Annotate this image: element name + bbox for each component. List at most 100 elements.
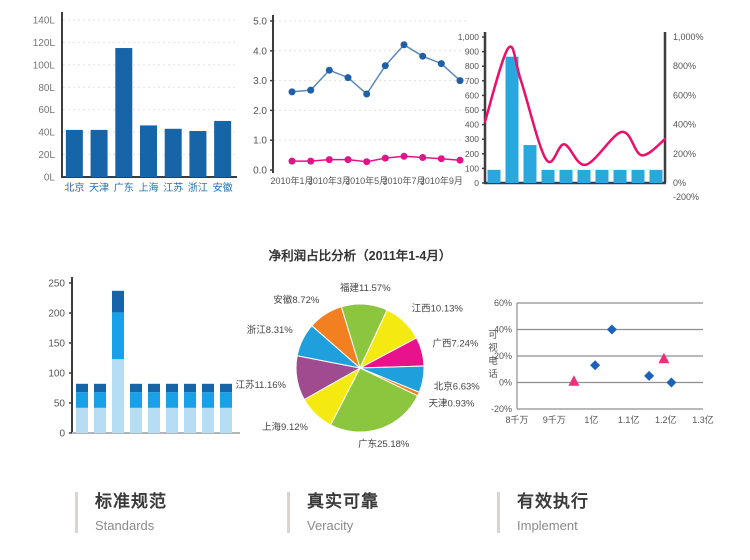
pie-slice [311,306,361,370]
x-tick-label: 1亿 [584,414,598,425]
data-point [288,88,296,96]
x-tick-label: 安徽 [213,181,233,194]
y-tick-label: 5.0 [253,17,267,28]
bar-segment [130,407,142,433]
bar [559,169,573,183]
pie-label: 安徽8.72% [273,294,319,306]
scatter-point-diamond [666,377,677,388]
bar-chart-svg: 0L 20L 40L 60L 80L 100L 120L 140L 北京 天津 广东 上海 江苏 浙江 安徽 [33,12,237,194]
x-tick-label: 2010年7月 [382,175,425,186]
pie-chart-profit: 净利润占比分析（2011年1-4月） 福建11.57% 江西10.13% 广西7.24… [235,243,483,473]
scatter-point-triangle [658,352,670,364]
left-tick-label: 0 [474,178,479,188]
bar-segment [220,407,232,433]
pie-label: 江西10.13% [412,304,464,315]
data-point [400,152,408,160]
pie-label: 福建11.57% [340,282,391,294]
left-tick-label: 500 [465,105,479,115]
feature-standards: 标准规范 Standards [75,492,285,534]
y-tick-label: 0.0 [253,166,267,177]
x-tick-label: 天津 [89,182,109,194]
bar-segment [166,407,178,433]
bar-segment [184,407,196,433]
bar-segment [148,407,160,433]
data-point [400,41,408,49]
pie-label: 上海9.12% [262,421,308,433]
bar-segment [184,392,196,408]
left-tick-label: 600 [465,90,479,100]
bar-segment [202,407,214,433]
bar-segment [112,290,124,313]
bar [631,169,645,183]
right-tick-label: 400% [673,120,696,130]
y-tick-label: 20L [38,150,55,161]
bar [214,120,232,177]
bar [541,169,555,183]
data-point [419,52,427,60]
left-tick-label: 100 [465,163,479,173]
y-tick-label: 60L [38,105,55,116]
data-point [325,66,333,74]
data-point [307,86,315,94]
y-tick-label: 100 [48,369,65,380]
data-point [325,156,333,164]
left-tick-label: 800 [465,61,479,71]
data-point [344,74,352,82]
bar [115,48,133,178]
left-tick-label: 1,000 [458,32,480,42]
y-tick-label: -20% [491,404,512,414]
y-tick-label: 4.0 [253,46,267,57]
bar [140,125,157,177]
pie-label: 广东25.18% [358,438,410,450]
left-tick-label: 300 [465,134,479,144]
bar-segment [112,312,124,360]
y-tick-label: 3.0 [253,76,267,87]
y-tick-label: 140L [33,16,56,27]
feature-title: 标准规范 [95,492,167,511]
data-point [344,156,352,164]
bar-segment [94,392,106,408]
pie-label: 浙江8.31% [247,324,293,336]
feature-title: 真实可靠 [307,492,379,511]
x-tick-label: 2010年5月 [345,175,388,186]
bar [649,169,663,183]
scatter-point-diamond [606,324,617,335]
scatter-chart-videophone: -20% 0% 20% 40% 60% 8千万 9千万 1亿 1.1亿 1.2亿 1.3亿 可视电话 [478,283,750,433]
data-point [288,157,296,165]
y-tick-label: 40% [494,325,512,335]
pie-label: 江苏11.16% [235,379,286,391]
bar-segment [130,392,142,408]
right-tick-label: 0% [673,178,686,188]
pie-title: 净利润占比分析（2011年1-4月） [269,248,452,263]
scatter-point-diamond [644,370,655,381]
data-point [381,62,389,70]
x-tick-label: 2010年9月 [420,175,463,186]
y-axis-title: 视 [488,342,498,354]
data-point [307,157,315,165]
y-tick-label: 0% [499,378,512,388]
y-tick-label: 0 [59,429,65,440]
bar [595,169,609,183]
data-point [419,154,427,161]
data-point [363,158,371,166]
y-tick-label: 60% [494,298,512,308]
bar-segment [184,383,196,393]
bar [90,129,108,177]
bar [577,169,591,183]
y-tick-label: 20% [494,351,512,361]
y-tick-label: 80L [38,83,55,94]
pie-slice [329,367,419,433]
trend-line [483,45,667,167]
feature-veracity: 真实可靠 Veracity [287,492,497,534]
pie-label: 北京6.63% [434,380,480,392]
data-point [381,154,389,162]
stacked-bar-svg: 0 50 100 150 200 250 [48,277,240,440]
bar-segment [202,392,214,408]
x-tick-label: 1.1亿 [618,414,640,425]
line-series [291,43,461,96]
bar-segment [94,383,106,393]
bar-segment [148,392,160,408]
x-tick-label: 江苏 [163,181,183,194]
x-tick-label: 1.2亿 [655,414,677,425]
bar-segment [220,383,232,393]
